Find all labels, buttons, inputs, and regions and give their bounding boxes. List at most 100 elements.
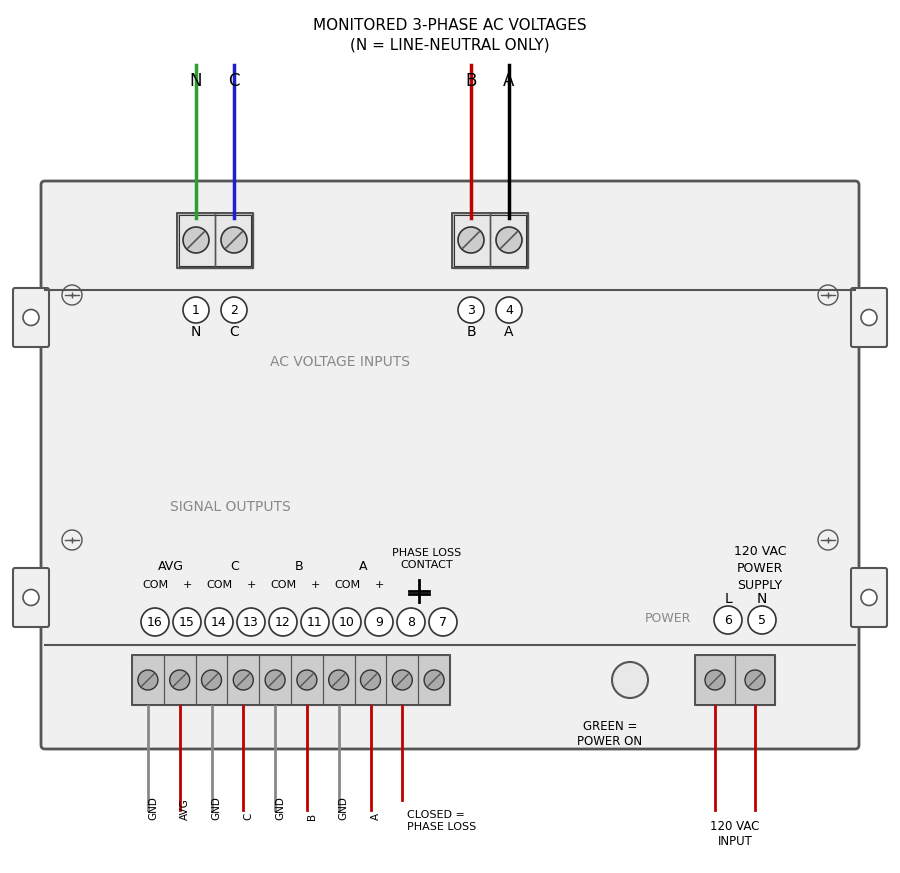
- FancyBboxPatch shape: [851, 568, 887, 627]
- Text: 8: 8: [407, 615, 415, 629]
- Text: GND: GND: [338, 796, 348, 820]
- Bar: [132, 655, 450, 705]
- Text: AVG: AVG: [158, 560, 184, 573]
- Text: B: B: [466, 325, 476, 339]
- Circle shape: [221, 227, 247, 253]
- Bar: [291, 655, 323, 705]
- Text: COM: COM: [206, 580, 232, 590]
- Circle shape: [496, 297, 522, 323]
- Text: COM: COM: [142, 580, 168, 590]
- Text: A: A: [359, 560, 367, 573]
- Circle shape: [748, 606, 776, 634]
- Circle shape: [365, 608, 393, 636]
- Bar: [215, 212, 253, 267]
- Text: MONITORED 3-PHASE AC VOLTAGES: MONITORED 3-PHASE AC VOLTAGES: [313, 18, 587, 33]
- Circle shape: [141, 608, 169, 636]
- Text: CLOSED =
PHASE LOSS: CLOSED = PHASE LOSS: [408, 810, 477, 832]
- Bar: [179, 215, 251, 265]
- Circle shape: [429, 608, 457, 636]
- Text: PHASE LOSS
CONTACT: PHASE LOSS CONTACT: [392, 548, 462, 569]
- Bar: [452, 212, 528, 267]
- Text: C: C: [230, 560, 239, 573]
- Circle shape: [183, 297, 209, 323]
- Text: +: +: [247, 580, 256, 590]
- Text: 5: 5: [758, 614, 766, 627]
- Bar: [355, 655, 386, 705]
- Text: +: +: [374, 580, 383, 590]
- Circle shape: [297, 670, 317, 690]
- Bar: [177, 212, 215, 267]
- Bar: [164, 655, 195, 705]
- Bar: [228, 655, 259, 705]
- Text: B: B: [294, 560, 303, 573]
- Circle shape: [23, 589, 39, 606]
- Circle shape: [361, 670, 381, 690]
- Text: +: +: [310, 580, 320, 590]
- Text: 11: 11: [307, 615, 323, 629]
- Bar: [418, 655, 450, 705]
- Text: A: A: [371, 813, 381, 820]
- Bar: [177, 212, 253, 267]
- Circle shape: [138, 670, 157, 690]
- Text: B: B: [465, 72, 477, 90]
- FancyBboxPatch shape: [13, 288, 49, 347]
- Text: A: A: [504, 325, 514, 339]
- Text: 120 VAC
POWER
SUPPLY: 120 VAC POWER SUPPLY: [734, 545, 787, 592]
- Bar: [386, 655, 418, 705]
- Bar: [323, 655, 355, 705]
- FancyBboxPatch shape: [13, 568, 49, 627]
- Text: COM: COM: [270, 580, 296, 590]
- Circle shape: [705, 670, 725, 690]
- Text: B: B: [307, 813, 317, 820]
- Text: N: N: [191, 325, 202, 339]
- Circle shape: [269, 608, 297, 636]
- Circle shape: [205, 608, 233, 636]
- Text: L: L: [724, 592, 732, 606]
- Circle shape: [745, 670, 765, 690]
- Circle shape: [301, 608, 329, 636]
- Text: (N = LINE-NEUTRAL ONLY): (N = LINE-NEUTRAL ONLY): [350, 38, 550, 53]
- Circle shape: [233, 670, 253, 690]
- Circle shape: [612, 662, 648, 698]
- Circle shape: [23, 310, 39, 326]
- Text: N: N: [190, 72, 203, 90]
- Text: N: N: [757, 592, 767, 606]
- Text: 13: 13: [243, 615, 259, 629]
- Text: COM: COM: [334, 580, 360, 590]
- Text: C: C: [229, 72, 239, 90]
- Circle shape: [714, 606, 742, 634]
- Text: 16: 16: [147, 615, 163, 629]
- Text: A: A: [503, 72, 515, 90]
- Circle shape: [221, 297, 247, 323]
- Circle shape: [237, 608, 265, 636]
- FancyBboxPatch shape: [851, 288, 887, 347]
- Text: 2: 2: [230, 304, 238, 317]
- Text: C: C: [230, 325, 238, 339]
- Text: 7: 7: [439, 615, 447, 629]
- Text: GND: GND: [212, 796, 221, 820]
- Circle shape: [496, 227, 522, 253]
- Bar: [195, 655, 228, 705]
- Circle shape: [202, 670, 221, 690]
- Circle shape: [397, 608, 425, 636]
- Text: GND: GND: [148, 796, 157, 820]
- Circle shape: [458, 297, 484, 323]
- Text: C: C: [243, 813, 253, 820]
- Text: 120 VAC
INPUT: 120 VAC INPUT: [710, 820, 760, 848]
- Text: AVG: AVG: [180, 798, 190, 820]
- Bar: [695, 655, 775, 705]
- Text: 9: 9: [375, 615, 382, 629]
- Bar: [132, 655, 164, 705]
- Circle shape: [458, 227, 484, 253]
- Text: SIGNAL OUTPUTS: SIGNAL OUTPUTS: [169, 500, 291, 514]
- Circle shape: [328, 670, 348, 690]
- Text: 14: 14: [212, 615, 227, 629]
- Text: 15: 15: [179, 615, 195, 629]
- Circle shape: [183, 227, 209, 253]
- Bar: [452, 212, 490, 267]
- Text: GREEN =
POWER ON: GREEN = POWER ON: [578, 720, 643, 748]
- Text: 10: 10: [339, 615, 355, 629]
- Text: GND: GND: [275, 796, 285, 820]
- Text: 12: 12: [275, 615, 291, 629]
- Circle shape: [861, 310, 877, 326]
